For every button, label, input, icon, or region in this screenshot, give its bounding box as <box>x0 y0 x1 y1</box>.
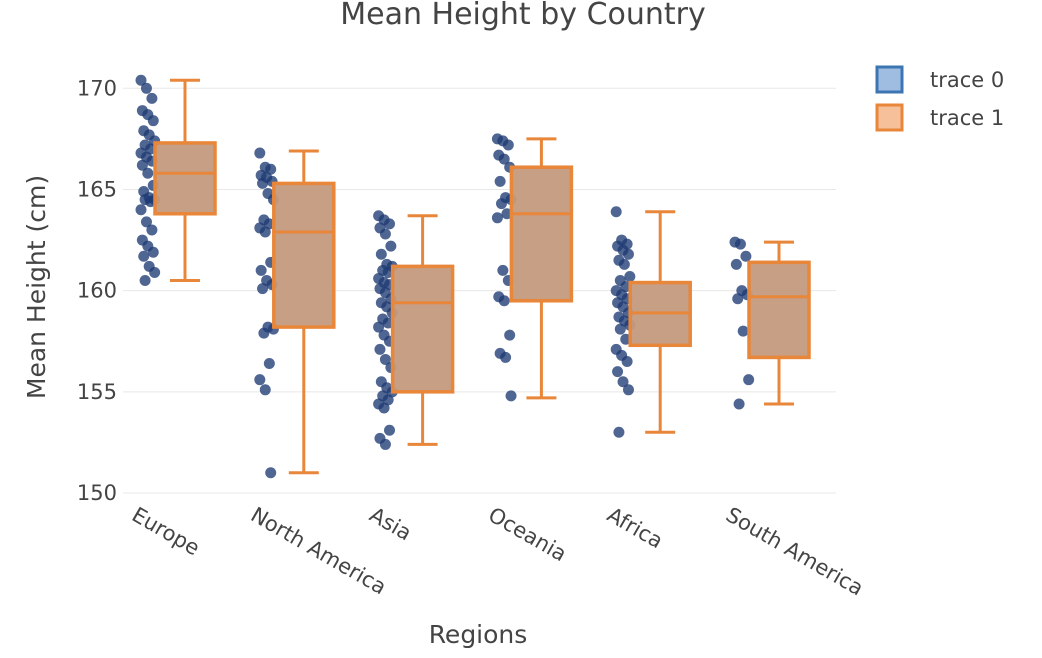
data-point <box>255 264 267 276</box>
data-point <box>265 467 277 479</box>
y-tick-label: 155 <box>77 380 117 404</box>
x-axis-title: Regions <box>429 620 528 649</box>
data-point <box>502 139 514 151</box>
data-point <box>139 275 151 287</box>
data-point <box>263 357 275 369</box>
data-point <box>505 390 517 402</box>
data-point <box>610 206 622 218</box>
x-tick-label: Oceania <box>484 503 570 567</box>
box-body <box>390 264 455 394</box>
data-point <box>259 384 271 396</box>
legend-item-trace-0[interactable]: trace 0 <box>875 65 1004 94</box>
data-point <box>379 228 391 240</box>
data-point <box>614 323 626 335</box>
data-point <box>265 163 277 175</box>
y-tick-label: 170 <box>77 76 117 100</box>
data-point <box>624 270 636 282</box>
y-axis-ticks: 150 155 160 165 170 <box>77 76 117 505</box>
legend-label: trace 1 <box>930 106 1004 130</box>
data-point <box>730 258 742 270</box>
x-tick-label: Europe <box>128 503 204 561</box>
legend-swatch <box>875 103 904 132</box>
data-point <box>142 167 154 179</box>
data-point <box>136 159 148 171</box>
data-point <box>617 376 629 388</box>
trace1-boxes <box>153 78 811 475</box>
data-point <box>147 246 159 258</box>
box-africa <box>628 210 692 434</box>
legend-label: trace 0 <box>930 68 1004 92</box>
box-oceania <box>509 137 574 400</box>
data-point <box>378 402 390 414</box>
data-point <box>500 351 512 363</box>
data-point <box>622 384 634 396</box>
data-point <box>498 153 510 165</box>
data-point <box>257 283 269 295</box>
data-point <box>737 325 749 337</box>
data-point <box>732 293 744 305</box>
data-point <box>382 394 394 406</box>
grid <box>123 87 836 494</box>
y-tick-label: 150 <box>77 481 117 505</box>
box-body <box>153 141 217 216</box>
data-point <box>504 329 516 341</box>
data-point <box>374 343 386 355</box>
data-point <box>743 374 755 386</box>
data-point <box>259 226 271 238</box>
data-point <box>613 426 625 438</box>
data-point <box>149 266 161 278</box>
data-point <box>740 250 752 262</box>
data-point <box>257 177 269 189</box>
data-point <box>375 248 387 260</box>
box-europe <box>153 78 217 283</box>
data-point <box>733 398 745 410</box>
data-point <box>612 366 624 378</box>
x-tick-label: Africa <box>603 503 667 554</box>
y-tick-label: 165 <box>77 177 117 201</box>
data-point <box>140 82 152 94</box>
data-point <box>254 374 266 386</box>
data-point <box>140 216 152 228</box>
data-point <box>734 238 746 250</box>
data-point <box>258 327 270 339</box>
box-body <box>272 181 336 329</box>
data-point <box>379 438 391 450</box>
box-south-america <box>747 240 811 406</box>
box-asia <box>390 214 455 446</box>
x-tick-label: Asia <box>366 503 416 546</box>
data-point <box>385 240 397 252</box>
data-point <box>373 321 385 333</box>
y-axis-title: Mean Height (cm) <box>22 175 51 399</box>
box-north-america <box>272 149 336 475</box>
data-point <box>497 264 509 276</box>
box-body <box>509 165 574 303</box>
data-point <box>495 198 507 210</box>
data-point <box>384 424 396 436</box>
data-point <box>147 115 159 127</box>
legend[interactable]: trace 0 trace 1 <box>875 65 1004 132</box>
data-point <box>135 74 147 86</box>
data-point <box>491 212 503 224</box>
box-body <box>747 260 811 360</box>
legend-swatch <box>875 65 904 94</box>
data-point <box>135 204 147 216</box>
data-point <box>494 175 506 187</box>
y-tick-label: 160 <box>77 279 117 303</box>
data-point <box>379 353 391 365</box>
data-point <box>146 92 158 104</box>
data-point <box>622 248 634 260</box>
data-point <box>618 258 630 270</box>
data-point <box>254 147 266 159</box>
chart-title: Mean Height by Country <box>340 0 706 32</box>
x-tick-label: South America <box>722 503 868 601</box>
data-point <box>146 224 158 236</box>
data-point <box>384 218 396 230</box>
data-point <box>498 295 510 307</box>
legend-item-trace-1[interactable]: trace 1 <box>875 103 1004 132</box>
data-point <box>621 355 633 367</box>
data-point <box>138 250 150 262</box>
